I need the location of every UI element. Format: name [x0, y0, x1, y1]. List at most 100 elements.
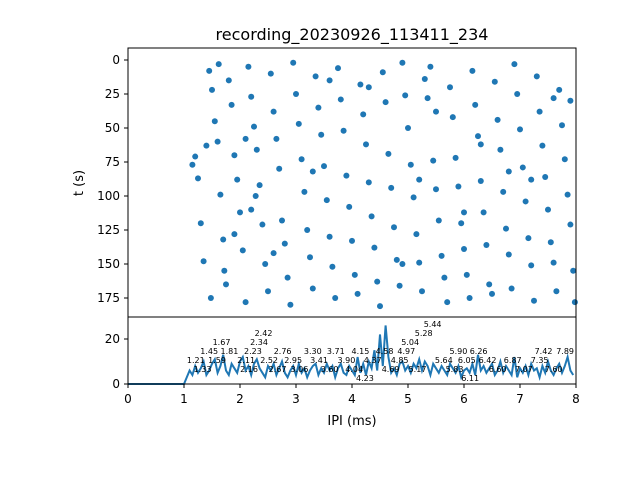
scatter-point	[354, 290, 361, 297]
peak-label: 2.76	[274, 347, 292, 356]
peak-label: 4.85	[391, 356, 409, 365]
x-tick-label: 1	[180, 392, 188, 406]
scatter-point	[505, 251, 512, 258]
scatter-point	[211, 118, 218, 125]
scatter-point	[326, 77, 333, 84]
peak-label: 6.05	[458, 356, 476, 365]
peak-label: 6.87	[504, 356, 522, 365]
scatter-point	[252, 193, 259, 199]
scatter-point	[209, 86, 215, 93]
scatter-point	[360, 111, 367, 118]
x-tick-label: 5	[404, 392, 412, 406]
scatter-point	[500, 188, 507, 195]
peak-label: 2.23	[244, 347, 262, 356]
scatter-point	[441, 274, 448, 281]
peak-label: 6.26	[470, 347, 488, 356]
scatter-point	[267, 70, 274, 77]
scatter-point	[371, 244, 378, 251]
scatter-point	[444, 299, 451, 306]
scatter-point	[337, 96, 344, 103]
scatter-point	[195, 175, 201, 182]
scatter-point	[245, 63, 252, 70]
scatter-point	[332, 295, 339, 301]
peak-label: 3.06	[290, 365, 308, 374]
scatter-point	[407, 161, 414, 168]
scatter-point	[514, 91, 521, 97]
scatter-point	[477, 178, 484, 185]
x-tick-label: 4	[348, 392, 356, 406]
scatter-point	[239, 247, 246, 254]
peak-label: 6.60	[489, 365, 507, 374]
scatter-point	[419, 288, 425, 295]
scatter-point	[388, 184, 395, 191]
scatter-point	[522, 198, 529, 205]
scatter-point	[430, 157, 437, 164]
peak-label: 4.37	[364, 356, 382, 365]
peak-label: 1.45	[200, 347, 218, 356]
scatter-point	[270, 108, 277, 115]
scatter-point	[318, 131, 325, 138]
scatter-point	[295, 120, 302, 127]
scatter-point	[427, 63, 434, 70]
peak-label: 3.71	[327, 347, 345, 356]
scatter-point	[531, 297, 537, 304]
peak-label: 7.89	[556, 347, 574, 356]
scatter-point	[326, 233, 333, 240]
peak-label: 4.58	[376, 347, 394, 356]
scatter-point	[458, 220, 465, 227]
scatter-point	[433, 108, 439, 115]
scatter-point	[567, 221, 574, 228]
scatter-point	[533, 73, 540, 80]
peak-label: 4.97	[397, 347, 415, 356]
peak-label: 2.11	[237, 356, 255, 365]
peak-label: 3.41	[310, 356, 328, 365]
peak-label: 5.04	[401, 338, 419, 347]
top-axes-frame	[127, 47, 577, 318]
scatter-point	[559, 122, 565, 129]
scatter-point	[550, 259, 557, 266]
peak-label: 7.42	[535, 347, 553, 356]
y-tick-label: 0	[112, 53, 120, 67]
scatter-point	[231, 231, 238, 238]
scatter-point	[281, 240, 288, 247]
scatter-point	[365, 84, 372, 91]
scatter-point	[567, 97, 574, 104]
x-tick-label: 7	[516, 392, 524, 406]
scatter-point	[528, 176, 535, 183]
scatter-point	[416, 259, 423, 266]
scatter-point	[517, 126, 523, 133]
scatter-point	[452, 154, 459, 161]
x-tick-label: 8	[572, 392, 580, 406]
peak-label: 4.04	[345, 365, 363, 374]
scatter-point	[455, 183, 462, 190]
scatter-point	[396, 282, 403, 289]
scatter-point	[215, 61, 222, 68]
scatter-point	[248, 206, 255, 213]
scatter-point	[368, 213, 375, 220]
scatter-point	[207, 295, 214, 301]
peak-label: 1.59	[208, 356, 226, 365]
scatter-point	[363, 141, 369, 148]
scatter-point	[489, 290, 495, 297]
peak-label: 5.17	[409, 365, 427, 374]
x-axis-label: IPI (ms)	[327, 414, 376, 429]
y-tick-label: 25	[105, 87, 120, 101]
scatter-point	[214, 138, 221, 145]
scatter-point	[477, 141, 484, 148]
scatter-point	[539, 142, 546, 149]
peak-label: 1.67	[213, 338, 231, 347]
peak-label: 4.15	[351, 347, 369, 356]
scatter-point	[293, 91, 299, 97]
scatter-point	[461, 246, 467, 253]
scatter-point	[469, 67, 476, 74]
scatter-point	[189, 161, 196, 168]
scatter-point	[435, 217, 442, 224]
peak-label: 2.16	[240, 365, 258, 374]
scatter-point	[385, 150, 392, 157]
scatter-point	[217, 191, 224, 198]
scatter-point	[256, 182, 263, 189]
scatter-point	[399, 59, 406, 66]
peak-label: 2.52	[260, 356, 278, 365]
scatter-point	[228, 101, 235, 108]
scatter-point	[379, 69, 386, 76]
